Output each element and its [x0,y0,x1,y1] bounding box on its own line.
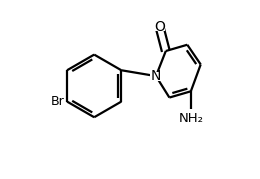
FancyBboxPatch shape [154,22,165,31]
Text: Br: Br [51,95,64,108]
Text: O: O [154,20,165,34]
Text: NH₂: NH₂ [178,112,203,125]
Text: N: N [151,69,161,83]
FancyBboxPatch shape [150,72,162,81]
